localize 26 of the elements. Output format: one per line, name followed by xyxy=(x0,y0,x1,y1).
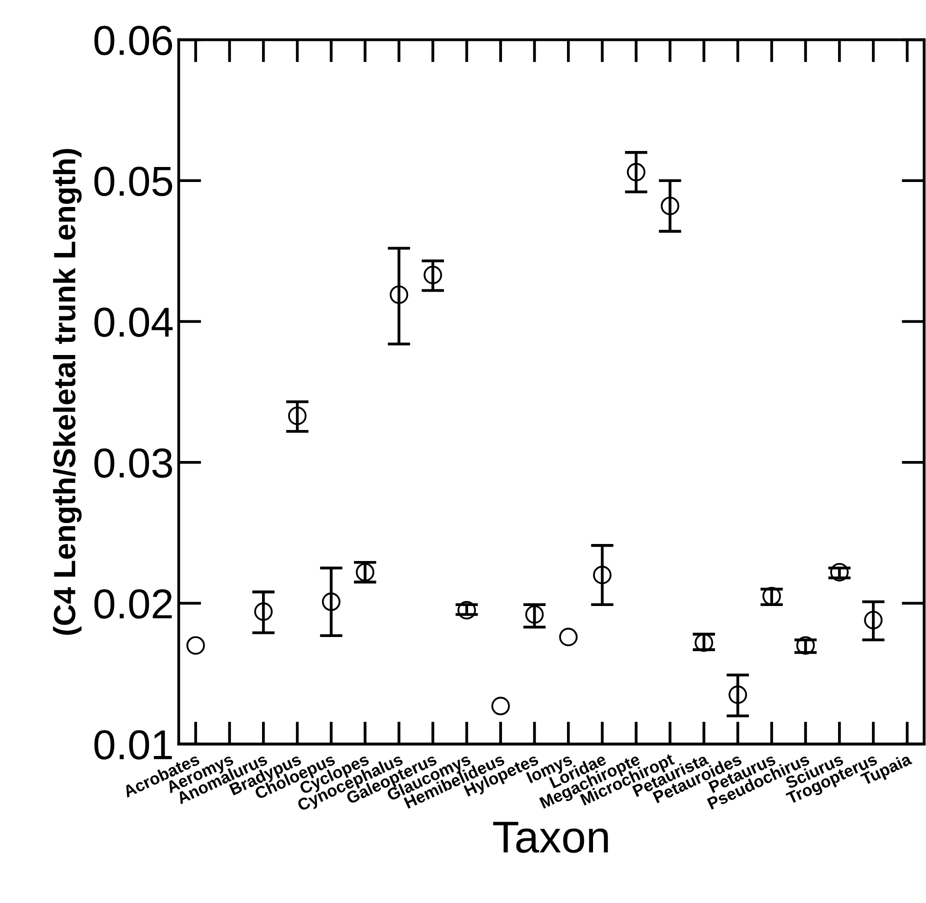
y-tick-label: 0.02 xyxy=(94,589,172,619)
point xyxy=(796,636,815,655)
point xyxy=(491,696,510,716)
y-tick-label: 0.04 xyxy=(94,307,173,337)
point xyxy=(559,628,578,646)
x-axis-title: Taxon xyxy=(493,822,608,853)
point xyxy=(762,586,781,606)
point xyxy=(593,566,612,584)
point xyxy=(457,601,476,620)
y-tick-label: 0.03 xyxy=(94,448,172,478)
y-tick-label: 0.05 xyxy=(94,166,172,196)
point xyxy=(424,266,442,284)
point xyxy=(186,636,205,655)
point xyxy=(254,602,273,621)
point xyxy=(288,406,307,426)
y-tick-label: 0.06 xyxy=(94,26,172,56)
point xyxy=(626,162,646,182)
point xyxy=(322,592,340,612)
point xyxy=(390,285,408,304)
point xyxy=(660,196,680,216)
point xyxy=(525,605,544,624)
y-axis-title: (C4 Length/Skeletal trunk Length) xyxy=(53,148,82,635)
point xyxy=(356,562,374,582)
point xyxy=(830,562,849,582)
point xyxy=(728,686,748,704)
point xyxy=(864,610,883,630)
